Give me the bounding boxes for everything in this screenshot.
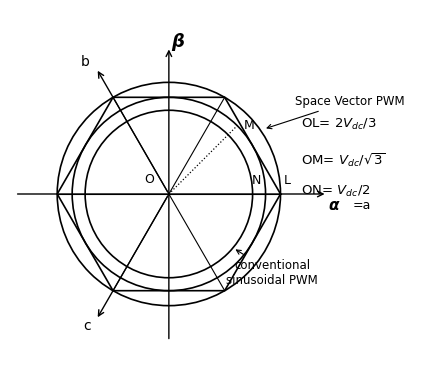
Text: c: c: [84, 319, 91, 333]
Text: L: L: [284, 174, 291, 187]
Text: M: M: [244, 119, 255, 132]
Text: $\boldsymbol{\beta}$: $\boldsymbol{\beta}$: [171, 31, 185, 53]
Text: Space Vector PWM: Space Vector PWM: [267, 95, 404, 129]
Text: ON= $V_{dc}/2$: ON= $V_{dc}/2$: [301, 184, 370, 199]
Text: N: N: [252, 174, 261, 187]
Text: =a: =a: [353, 199, 372, 212]
Text: OL= $2V_{dc}/3$: OL= $2V_{dc}/3$: [301, 117, 376, 132]
Text: conventional
sinusoidal PWM: conventional sinusoidal PWM: [226, 250, 318, 287]
Text: $\boldsymbol{\alpha}$: $\boldsymbol{\alpha}$: [328, 197, 340, 213]
Text: OM= $V_{dc}/\sqrt{3}$: OM= $V_{dc}/\sqrt{3}$: [301, 152, 385, 170]
Text: O: O: [145, 173, 154, 186]
Text: b: b: [81, 55, 90, 69]
